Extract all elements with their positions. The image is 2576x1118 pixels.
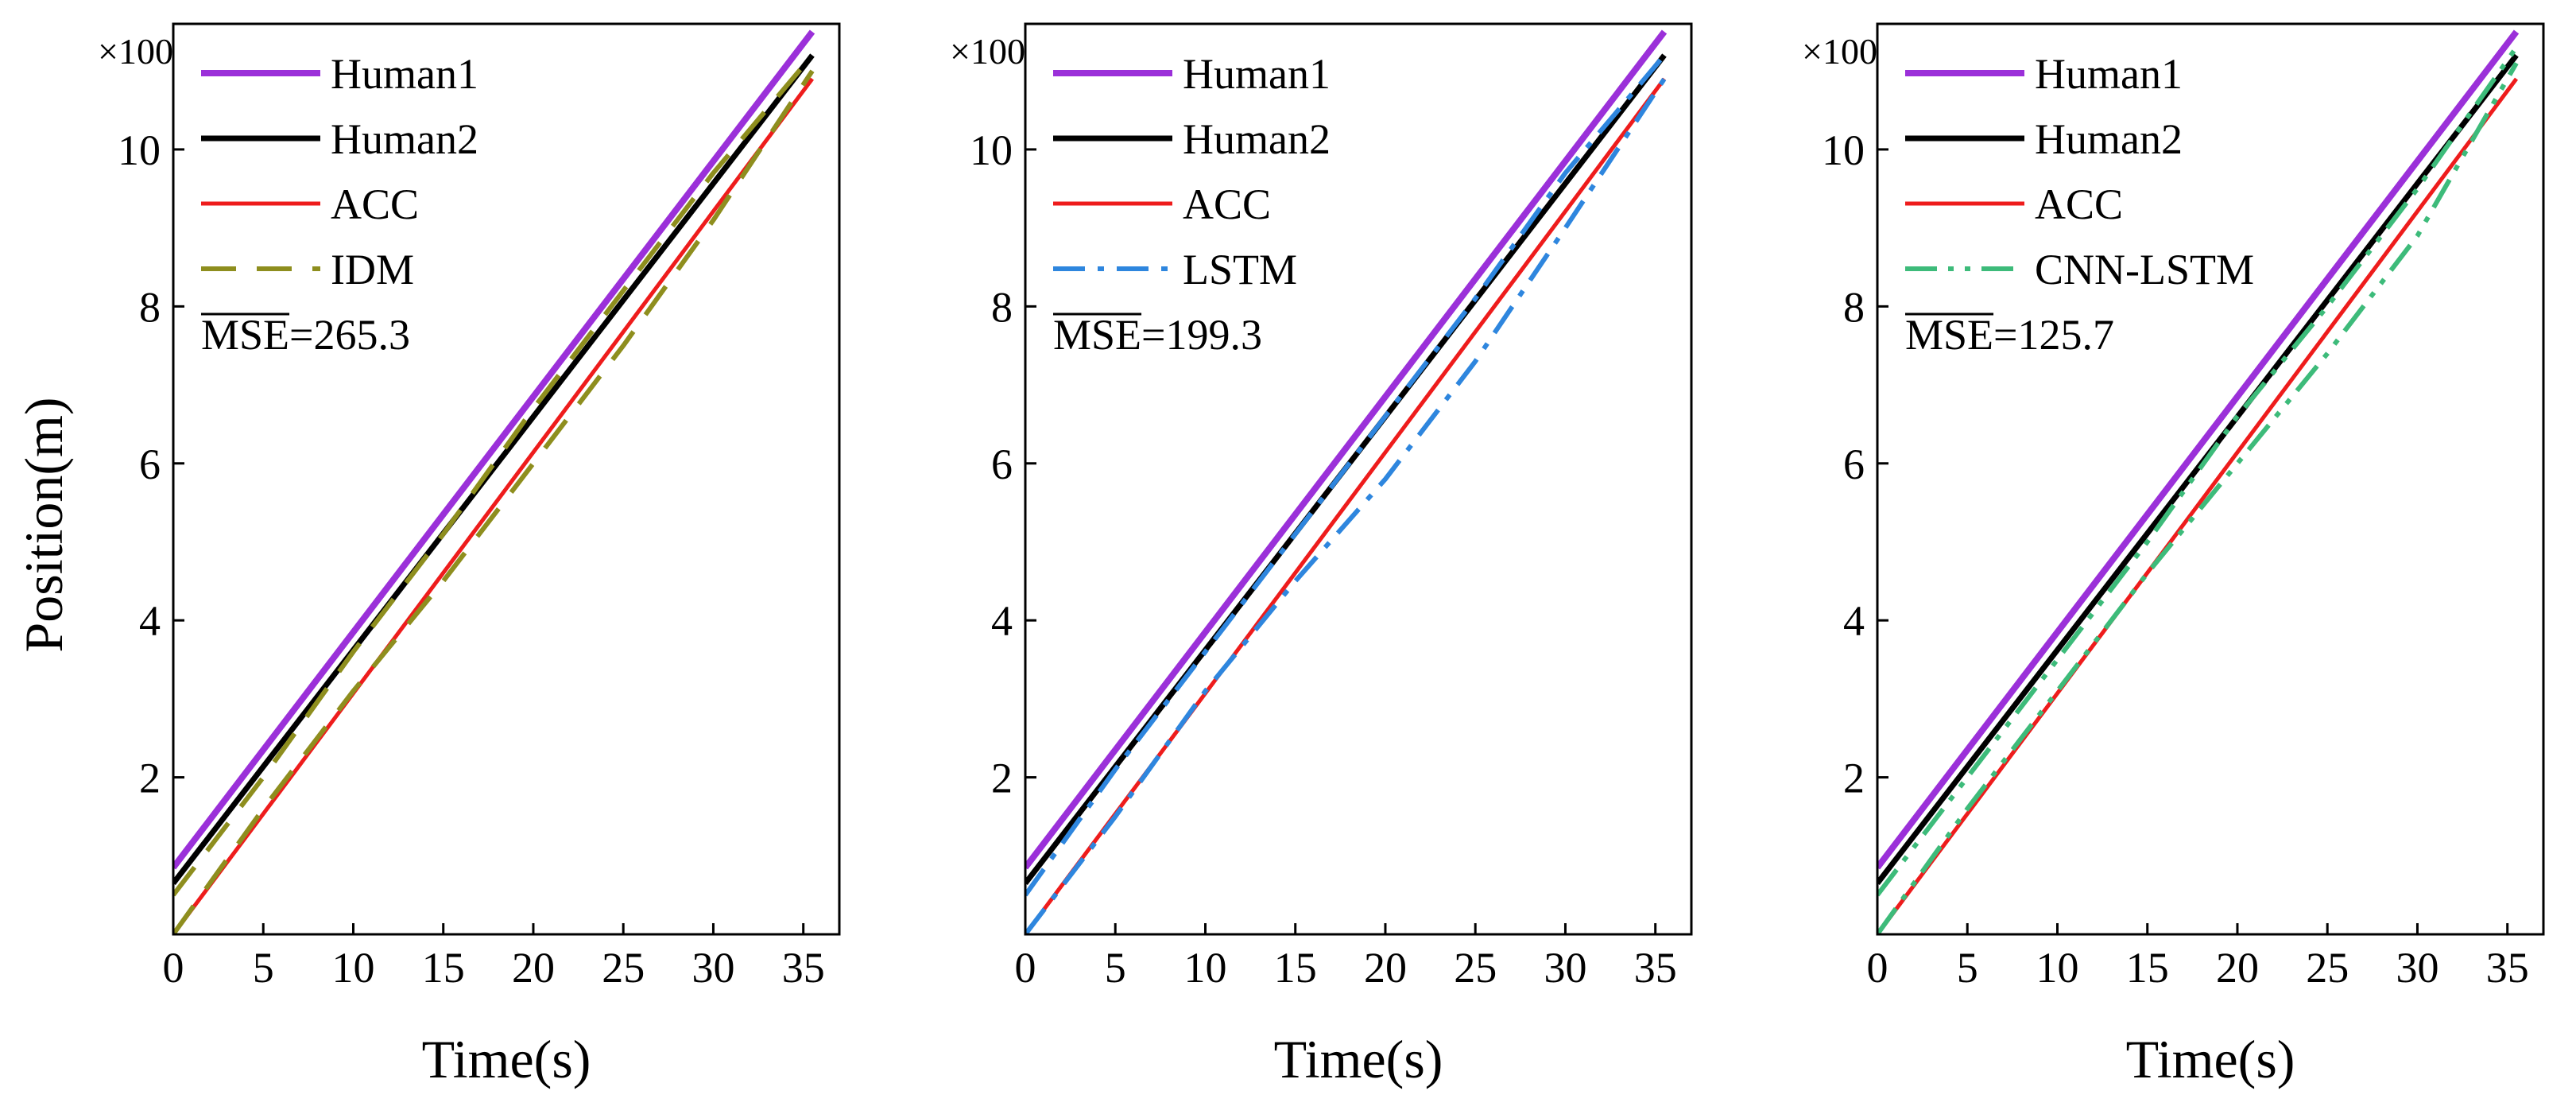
panel3-x-tick-label-10: 10 xyxy=(2036,944,2078,992)
panel1-legend-label-human1: Human1 xyxy=(331,50,478,98)
panel3-x-tick-label-15: 15 xyxy=(2126,944,2169,992)
panel2-axes-frame xyxy=(1024,22,1693,936)
panel2-x-tick-label-20: 20 xyxy=(1364,944,1407,992)
panel1-y-multiplier: ×100 xyxy=(98,31,173,72)
panel2-x-tick-label-10: 10 xyxy=(1183,944,1226,992)
panel2-mse-value: =199.3 xyxy=(1141,311,1262,359)
panel3-y-multiplier: ×100 xyxy=(1802,31,1877,72)
panel1-series-idm-line-3 xyxy=(173,53,815,897)
panel2-y-multiplier: ×100 xyxy=(950,31,1025,72)
panel1-legend: Human1 Human2 ACC IDM xyxy=(201,50,478,293)
panel3-legend: Human1 Human2 ACC CNN-LSTM xyxy=(1905,50,2254,293)
panel2-y-tick-label-2: 2 xyxy=(991,755,1013,802)
panel2-series-group xyxy=(1025,29,1668,934)
panel1-series-human1-line-0 xyxy=(173,29,815,870)
panel3-x-axis-label: Time(s) xyxy=(2126,1029,2295,1089)
panel1-y-tick-label-10: 10 xyxy=(118,126,161,174)
panel1-x-tick-label-20: 20 xyxy=(512,944,555,992)
panel1-series-acc-line-2 xyxy=(173,77,815,934)
panel3-series-cnn-lstm-line-3 xyxy=(1877,45,2519,897)
panel2-legend-label-human1: Human1 xyxy=(1183,50,1331,98)
panel1-x-tick-label-0: 0 xyxy=(163,944,184,992)
panel1-x-axis-label: Time(s) xyxy=(422,1029,591,1089)
panel2-legend-label-lstm: LSTM xyxy=(1183,246,1297,293)
panel2-legend: Human1 Human2 ACC LSTM xyxy=(1053,50,1331,293)
chart-panel-2: 0 5 10 15 20 25 30 35246810×100Time(s)Human1Hum… xyxy=(950,22,1693,1089)
panel1-mse-annotation: MSE=265.3 xyxy=(201,311,410,359)
panel1-series-group xyxy=(173,29,815,934)
panel1-axes-frame xyxy=(172,22,841,936)
panel3-legend-label-cnn-lstm: CNN-LSTM xyxy=(2035,246,2254,293)
panel2-x-tick-label-5: 5 xyxy=(1105,944,1126,992)
panel3-legend-label-human1: Human1 xyxy=(2035,50,2183,98)
panel3-mse-annotation: MSE=125.7 xyxy=(1905,311,2114,359)
panel1-y-tick-label-4: 4 xyxy=(139,597,161,645)
panel3-y-tick-label-4: 4 xyxy=(1843,597,1865,645)
panel1-legend-label-acc: ACC xyxy=(331,181,419,228)
panel1-mse-value: =265.3 xyxy=(289,311,410,359)
shared-y-axis-label: Position(m) xyxy=(14,397,74,652)
panel1-x-tick-label-5: 5 xyxy=(253,944,274,992)
chart-panel-1: 0 5 10 15 20 25 30 35246810×100Time(s)Human1Hum… xyxy=(98,22,841,1089)
panel1-x-tick-label-35: 35 xyxy=(782,944,825,992)
panel1-legend-label-idm: IDM xyxy=(331,246,414,293)
panel2-x-tick-label-30: 30 xyxy=(1544,944,1586,992)
panel2-x-axis-label: Time(s) xyxy=(1274,1029,1443,1089)
panel3-axes-frame xyxy=(1876,22,2545,936)
panel3-y-tick-label-2: 2 xyxy=(1843,755,1865,802)
panel2-x-tick-label-15: 15 xyxy=(1274,944,1317,992)
panel3-mse-value: =125.7 xyxy=(1993,311,2114,359)
panel3-x-tick-label-30: 30 xyxy=(2396,944,2438,992)
panel1-series-human2-line-1 xyxy=(173,53,815,885)
panel1-legend-label-human2: Human2 xyxy=(331,115,478,163)
panel2-x-tick-label-25: 25 xyxy=(1454,944,1497,992)
panel3-series-group xyxy=(1877,29,2520,934)
panel2-mse-annotation: MSE=199.3 xyxy=(1053,311,1262,359)
panel2-series-lstm-line-3 xyxy=(1025,53,1667,897)
panel3-legend-label-acc: ACC xyxy=(2035,181,2123,228)
panel3-mse-label: MSE xyxy=(1905,311,1993,359)
panel3-x-tick-label-20: 20 xyxy=(2216,944,2259,992)
panel1-x-tick-label-15: 15 xyxy=(422,944,465,992)
panel3-series-acc-line-2 xyxy=(1877,77,2519,934)
panel1-mse-label: MSE xyxy=(201,311,289,359)
panel3-series-cnn-lstm-line-4 xyxy=(1877,61,2519,934)
panel1-x-tick-label-30: 30 xyxy=(691,944,734,992)
panel3-series-human1-line-0 xyxy=(1877,29,2520,870)
panel3-x-tick-label-5: 5 xyxy=(1957,944,1978,992)
panel2-legend-label-human2: Human2 xyxy=(1183,115,1331,163)
panel3-x-tick-label-35: 35 xyxy=(2486,944,2529,992)
panel2-x-tick-label-0: 0 xyxy=(1015,944,1036,992)
panel2-series-human1-line-0 xyxy=(1025,29,1668,870)
chart-panel-3: 0 5 10 15 20 25 30 35246810×100Time(s)Human1Hum… xyxy=(1802,22,2545,1089)
panel1-x-tick-label-25: 25 xyxy=(602,944,645,992)
panel2-series-lstm-line-4 xyxy=(1025,77,1667,934)
panel3-x-tick-label-0: 0 xyxy=(1867,944,1888,992)
panel2-series-acc-line-2 xyxy=(1025,77,1667,934)
panel1-y-tick-label-2: 2 xyxy=(139,755,161,802)
panel2-x-tick-label-35: 35 xyxy=(1634,944,1677,992)
panel2-y-tick-label-8: 8 xyxy=(991,283,1013,331)
panel3-y-tick-label-8: 8 xyxy=(1843,283,1865,331)
panel3-y-tick-label-6: 6 xyxy=(1843,441,1865,488)
panel1-y-tick-label-6: 6 xyxy=(139,441,161,488)
panel1-y-tick-label-8: 8 xyxy=(139,283,161,331)
panel3-legend-label-human2: Human2 xyxy=(2035,115,2183,163)
panel2-mse-label: MSE xyxy=(1053,311,1141,359)
panel3-x-tick-label-25: 25 xyxy=(2306,944,2349,992)
panel3-y-tick-label-10: 10 xyxy=(1822,126,1865,174)
panel1-series-idm-line-4 xyxy=(173,69,815,934)
panel3-series-human2-line-1 xyxy=(1877,53,2519,885)
panel2-y-tick-label-10: 10 xyxy=(970,126,1013,174)
panel2-y-tick-label-6: 6 xyxy=(991,441,1013,488)
panel2-legend-label-acc: ACC xyxy=(1183,181,1271,228)
panel1-x-tick-label-10: 10 xyxy=(331,944,374,992)
panel2-y-tick-label-4: 4 xyxy=(991,597,1013,645)
